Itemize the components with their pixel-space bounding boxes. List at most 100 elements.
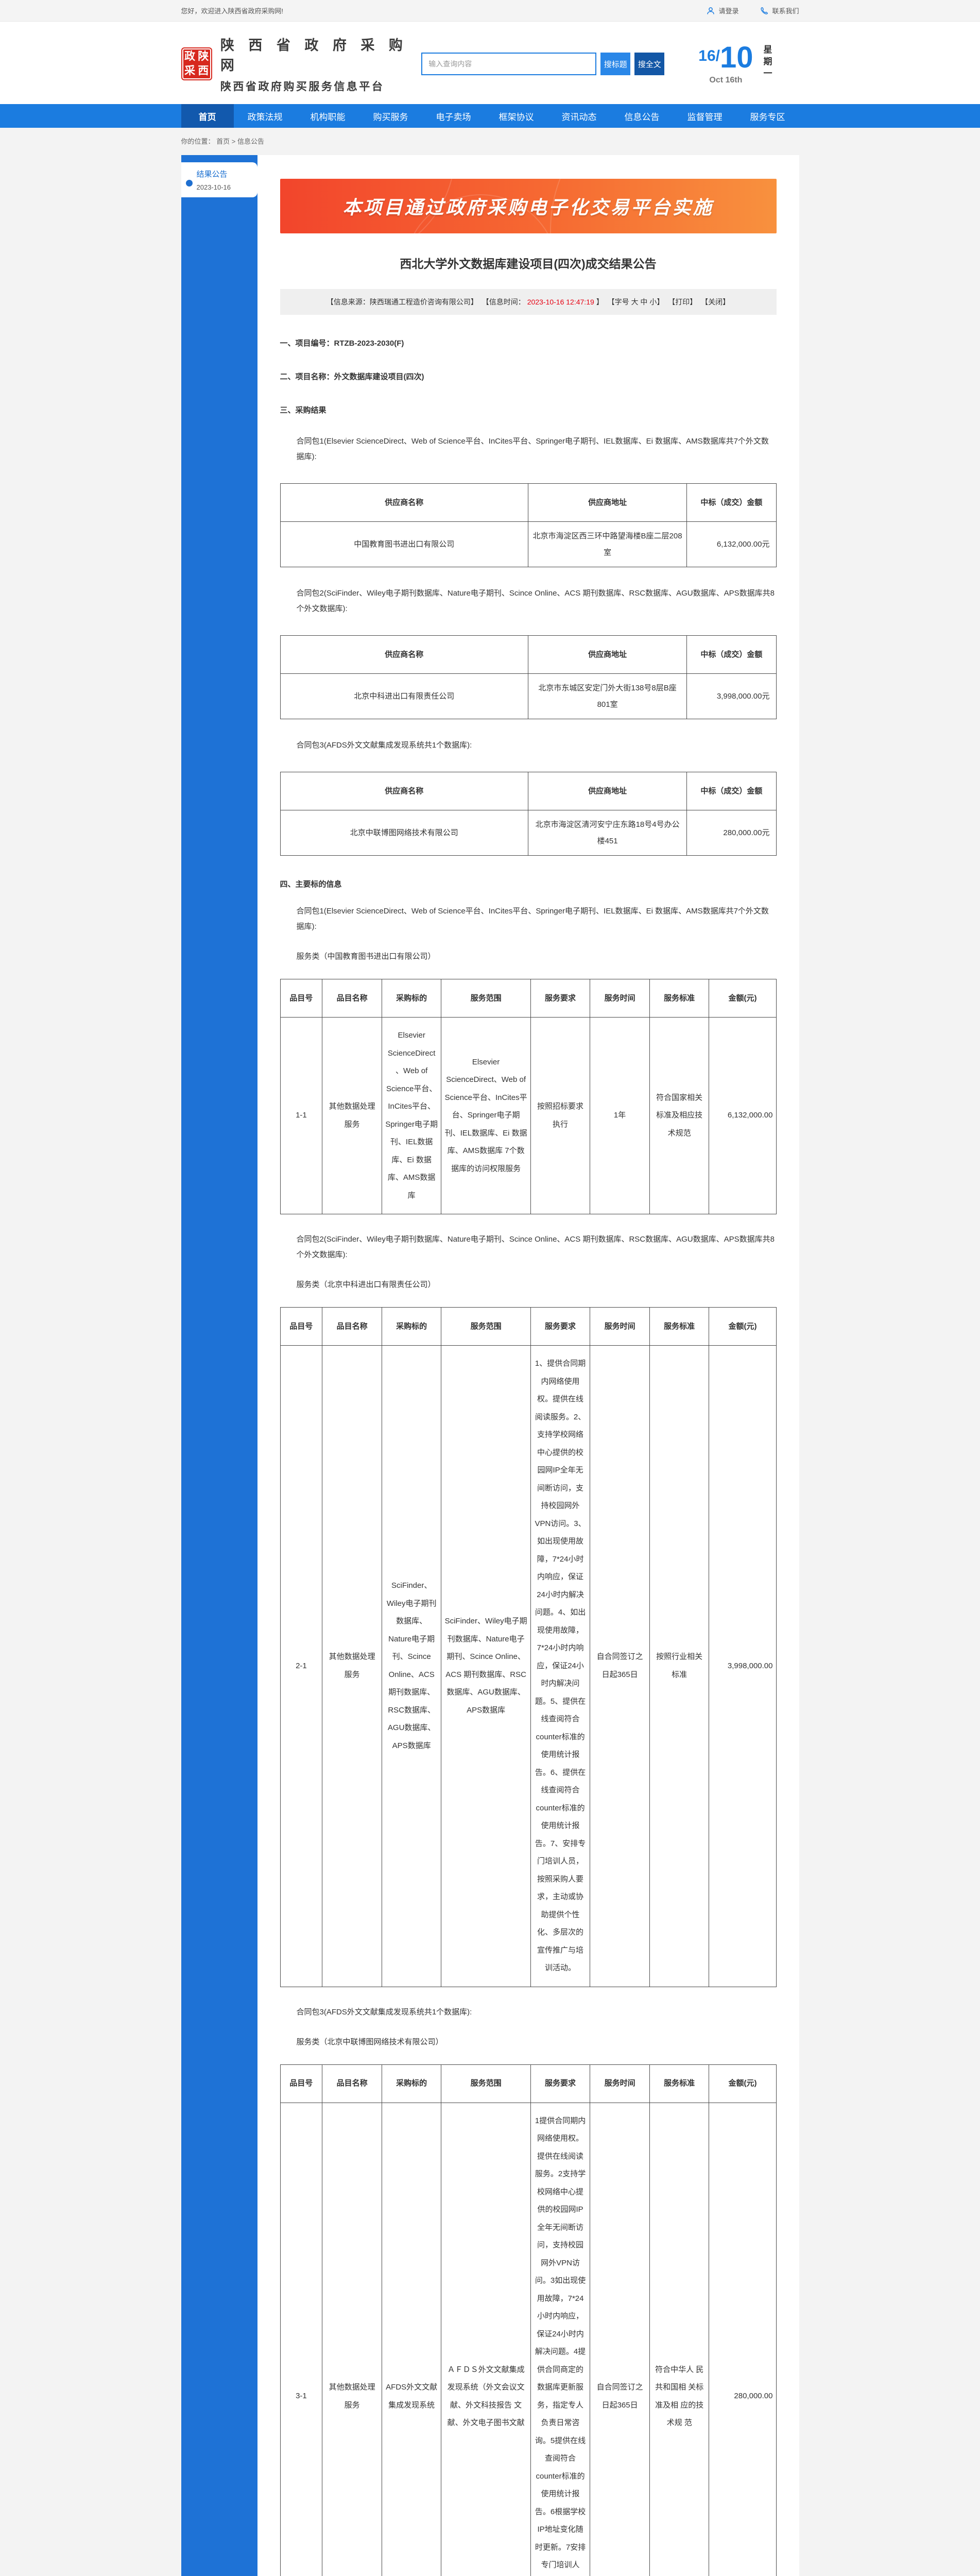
table-row: 北京中科进出口有限责任公司 北京市东城区安定门外大街138号8层B座801室 3… (280, 674, 776, 719)
nav-item-announcements[interactable]: 信息公告 (611, 104, 674, 128)
content-panel: 本项目通过政府采购电子化交易平台实施 西北大学外文数据库建设项目(四次)成交结果… (257, 155, 799, 2576)
item-name-cell: 其他数据处理服务 (322, 2103, 382, 2576)
item-table-package1: 品目号 品目名称 采购标的 服务范围 服务要求 服务时间 服务标准 金额(元) … (280, 979, 777, 1214)
package1-intro: 合同包1(Elsevier ScienceDirect、Web of Scien… (280, 434, 777, 465)
nav-item-service-zone[interactable]: 服务专区 (736, 104, 799, 128)
item-amount-cell: 6,132,000.00 (709, 1018, 776, 1214)
items-package2-intro: 合同包2(SciFinder、Wiley电子期刊数据库、Nature电子期刊、S… (280, 1232, 777, 1263)
supplier-name-cell: 中国教育图书进出口有限公司 (280, 522, 528, 567)
item-scope-cell: SciFinder、Wiley电子期刊数据库、Nature电子期刊、Scince… (441, 1346, 530, 1987)
main-nav: 首页 政策法规 机构职能 购买服务 电子卖场 框架协议 资讯动态 信息公告 监督… (0, 104, 980, 128)
section-4-heading: 四、主要标的信息 (280, 878, 777, 889)
nav-item-e-mall[interactable]: 电子卖场 (422, 104, 485, 128)
item-table-package3: 品目号 品目名称 采购标的 服务范围 服务要求 服务时间 服务标准 金额(元) … (280, 2064, 777, 2576)
section-2-heading: 二、项目名称：外文数据库建设项目(四次) (280, 371, 777, 382)
search-title-button[interactable]: 搜标题 (600, 53, 630, 75)
supplier-name-cell: 北京中联博图网络技术有限公司 (280, 810, 528, 856)
bullet-dot-icon (186, 180, 193, 187)
item-no-cell: 3-1 (280, 2103, 322, 2576)
item-standard-cell: 按照行业相关标准 (649, 1346, 709, 1987)
result-table-package2: 供应商名称 供应商地址 中标（成交）金额 北京中科进出口有限责任公司 北京市东城… (280, 635, 777, 719)
item-target-cell: Elsevier ScienceDirect、Web of Science平台、… (382, 1018, 441, 1214)
table-row: 1-1 其他数据处理服务 Elsevier ScienceDirect、Web … (280, 1018, 776, 1214)
package2-intro: 合同包2(SciFinder、Wiley电子期刊数据库、Nature电子期刊、S… (280, 586, 777, 617)
item-requirements-cell: 1、提供合同期内网络使用权。提供在线阅读服务。2、支持学校网络中心提供的校园网I… (530, 1346, 590, 1987)
site-subtitle: 陕西省政府购买服务信息平台 (220, 78, 421, 94)
site-title: 陕 西 省 政 府 采 购 网 (220, 34, 421, 74)
items-package2-service-class: 服务类（北京中科进出口有限责任公司） (280, 1277, 777, 1293)
left-sidebar: 结果公告 2023-10-16 (181, 155, 257, 2576)
item-target-cell: AFDS外文文献集成发现系统 (382, 2103, 441, 2576)
close-button[interactable]: 【关闭】 (701, 298, 730, 306)
nav-item-framework[interactable]: 框架协议 (485, 104, 548, 128)
sidebar-item-result-announcement[interactable]: 结果公告 2023-10-16 (181, 162, 257, 197)
result-table-package1: 供应商名称 供应商地址 中标（成交）金额 中国教育图书进出口有限公司 北京市海淀… (280, 483, 777, 567)
nav-item-home[interactable]: 首页 (181, 104, 234, 128)
search-box: 搜标题 搜全文 (421, 53, 664, 75)
contact-link[interactable]: 联系我们 (760, 6, 799, 15)
print-button[interactable]: 【打印】 (668, 298, 697, 306)
nav-item-functions[interactable]: 机构职能 (297, 104, 359, 128)
supplier-address-cell: 北京市东城区安定门外大街138号8层B座801室 (528, 674, 687, 719)
sidebar-tab-date: 2023-10-16 (197, 183, 252, 191)
nav-item-news[interactable]: 资讯动态 (548, 104, 611, 128)
nav-item-policies[interactable]: 政策法规 (234, 104, 297, 128)
date-month: 10 (720, 41, 753, 74)
col-supplier-address: 供应商地址 (528, 484, 687, 522)
font-size-control[interactable]: 【字号 大 中 小】 (608, 298, 664, 306)
breadcrumb-home-link[interactable]: 首页 (216, 138, 230, 145)
col-supplier-name: 供应商名称 (280, 484, 528, 522)
item-period-cell: 自合同签订之日起365日 (590, 1346, 650, 1987)
logo-seal-icon: 政 陕 采 西 (181, 47, 212, 80)
item-requirements-cell: 按照招标要求执行 (530, 1018, 590, 1214)
search-input[interactable] (421, 53, 596, 75)
info-source: 【信息来源：陕西瑞通工程造价咨询有限公司】 (326, 298, 478, 306)
platform-banner: 本项目通过政府采购电子化交易平台实施 (280, 179, 777, 233)
info-time: 2023-10-16 12:47:19 (527, 298, 594, 306)
item-scope-cell: Elsevier ScienceDirect、Web of Science平台、… (441, 1018, 530, 1214)
award-amount-cell: 6,132,000.00元 (687, 522, 776, 567)
item-target-cell: SciFinder、Wiley电子期刊数据库、Nature电子期刊、Scince… (382, 1346, 441, 1987)
breadcrumb: 你的位置： 首页 > 信息公告 (181, 128, 799, 155)
item-period-cell: 1年 (590, 1018, 650, 1214)
supplier-name-cell: 北京中科进出口有限责任公司 (280, 674, 528, 719)
nav-item-supervision[interactable]: 监督管理 (674, 104, 736, 128)
item-scope-cell: ＡＦＤＳ外文文献集成发现系统（外文会议文献、外文科技报告 文献、外文电子图书文献 (441, 2103, 530, 2576)
article-title: 西北大学外文数据库建设项目(四次)成交结果公告 (280, 254, 777, 272)
supplier-address-cell: 北京市海淀区西三环中路望海楼B座二层208室 (528, 522, 687, 567)
item-name-cell: 其他数据处理服务 (322, 1018, 382, 1214)
sidebar-tab-title: 结果公告 (197, 168, 252, 179)
item-standard-cell: 符合国家相关标准及相应技术规范 (649, 1018, 709, 1214)
supplier-address-cell: 北京市海淀区清河安宁庄东路18号4号办公楼451 (528, 810, 687, 856)
item-amount-cell: 280,000.00 (709, 2103, 776, 2576)
user-icon (707, 7, 715, 15)
item-name-cell: 其他数据处理服务 (322, 1346, 382, 1987)
welcome-text: 您好，欢迎进入陕西省政府采购网! (181, 6, 284, 15)
site-logo[interactable]: 政 陕 采 西 陕 西 省 政 府 采 购 网 陕西省政府购买服务信息平台 (181, 34, 422, 94)
date-widget: 16/10 Oct 16th 星期一 (698, 43, 799, 85)
date-english: Oct 16th (698, 76, 753, 85)
col-award-amount: 中标（成交）金额 (687, 484, 776, 522)
breadcrumb-current-link[interactable]: 信息公告 (237, 138, 264, 145)
table-row: 3-1 其他数据处理服务 AFDS外文文献集成发现系统 ＡＦＤＳ外文文献集成发现… (280, 2103, 776, 2576)
items-package3-intro: 合同包3(AFDS外文文献集成发现系统共1个数据库): (280, 2005, 777, 2020)
table-row: 中国教育图书进出口有限公司 北京市海淀区西三环中路望海楼B座二层208室 6,1… (280, 522, 776, 567)
date-day: 16/ (698, 47, 720, 64)
nav-item-purchase-service[interactable]: 购买服务 (359, 104, 422, 128)
item-no-cell: 1-1 (280, 1018, 322, 1214)
items-package3-service-class: 服务类（北京中联博图网络技术有限公司） (280, 2035, 777, 2050)
items-package1-service-class: 服务类（中国教育图书进出口有限公司） (280, 949, 777, 964)
article-meta-bar: 【信息来源：陕西瑞通工程造价咨询有限公司】 【信息时间：2023-10-16 1… (280, 289, 777, 315)
date-weekday: 星期一 (761, 43, 773, 80)
item-table-package2: 品目号 品目名称 采购标的 服务范围 服务要求 服务时间 服务标准 金额(元) … (280, 1307, 777, 1987)
login-link[interactable]: 请登录 (707, 6, 738, 15)
item-requirements-cell: 1提供合同期内网络使用权。提供在线阅读服务。2支持学校网络中心提供的校园网IP全… (530, 2103, 590, 2576)
package3-intro: 合同包3(AFDS外文文献集成发现系统共1个数据库): (280, 738, 777, 753)
item-no-cell: 2-1 (280, 1346, 322, 1987)
section-3-heading: 三、采购结果 (280, 404, 777, 415)
item-standard-cell: 符合中华人 民共和国相 关标准及相 应的技术规 范 (649, 2103, 709, 2576)
item-period-cell: 自合同签订之日起365日 (590, 2103, 650, 2576)
table-row: 2-1 其他数据处理服务 SciFinder、Wiley电子期刊数据库、Natu… (280, 1346, 776, 1987)
search-fulltext-button[interactable]: 搜全文 (634, 53, 664, 75)
phone-icon (760, 7, 768, 15)
